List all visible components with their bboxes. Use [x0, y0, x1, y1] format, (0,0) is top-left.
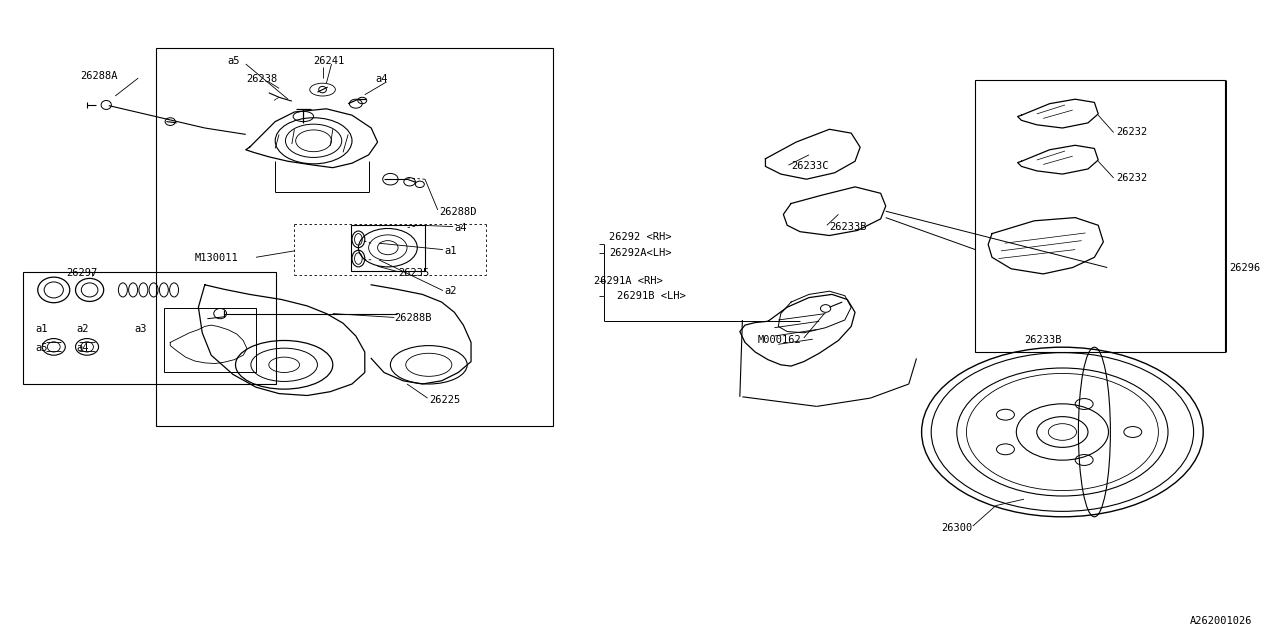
Text: a1: a1 [444, 246, 457, 256]
Text: 26233B: 26233B [1024, 335, 1061, 346]
Text: A262001026: A262001026 [1189, 616, 1252, 626]
Bar [156, 48, 553, 426]
Text: a4: a4 [454, 223, 467, 234]
Text: 26291B <LH>: 26291B <LH> [617, 291, 686, 301]
Text: 26288B: 26288B [394, 313, 431, 323]
Text: 26288D: 26288D [439, 207, 476, 218]
Text: 26292 <RH>: 26292 <RH> [609, 232, 672, 242]
Text: 26291A <RH>: 26291A <RH> [594, 276, 663, 286]
Text: a5: a5 [36, 342, 49, 353]
Text: a2: a2 [77, 324, 90, 334]
Text: 26232: 26232 [1116, 127, 1147, 138]
Text: 26235: 26235 [398, 268, 429, 278]
Text: 26297: 26297 [67, 268, 97, 278]
Text: 26241: 26241 [314, 56, 344, 66]
Bar [351, 225, 425, 271]
Text: M130011: M130011 [195, 253, 238, 263]
Bar [23, 272, 276, 384]
Text: 26300: 26300 [941, 523, 972, 533]
Text: a2: a2 [444, 286, 457, 296]
Bar [164, 308, 256, 372]
Text: M000162: M000162 [758, 335, 801, 346]
Text: a1: a1 [36, 324, 49, 334]
Text: 26288A: 26288A [81, 70, 118, 81]
Text: 26238: 26238 [246, 74, 276, 84]
Text: 26225: 26225 [429, 395, 460, 405]
Text: a3: a3 [134, 324, 147, 334]
Text: a4: a4 [77, 342, 90, 353]
Text: 26292A<LH>: 26292A<LH> [609, 248, 672, 258]
Text: 26233C: 26233C [791, 161, 828, 172]
Text: 26296: 26296 [1229, 262, 1260, 273]
Text: 26233B: 26233B [829, 222, 867, 232]
Text: a5: a5 [228, 56, 241, 66]
Bar [975, 80, 1225, 352]
Text: a4: a4 [375, 74, 388, 84]
Text: 26232: 26232 [1116, 173, 1147, 183]
